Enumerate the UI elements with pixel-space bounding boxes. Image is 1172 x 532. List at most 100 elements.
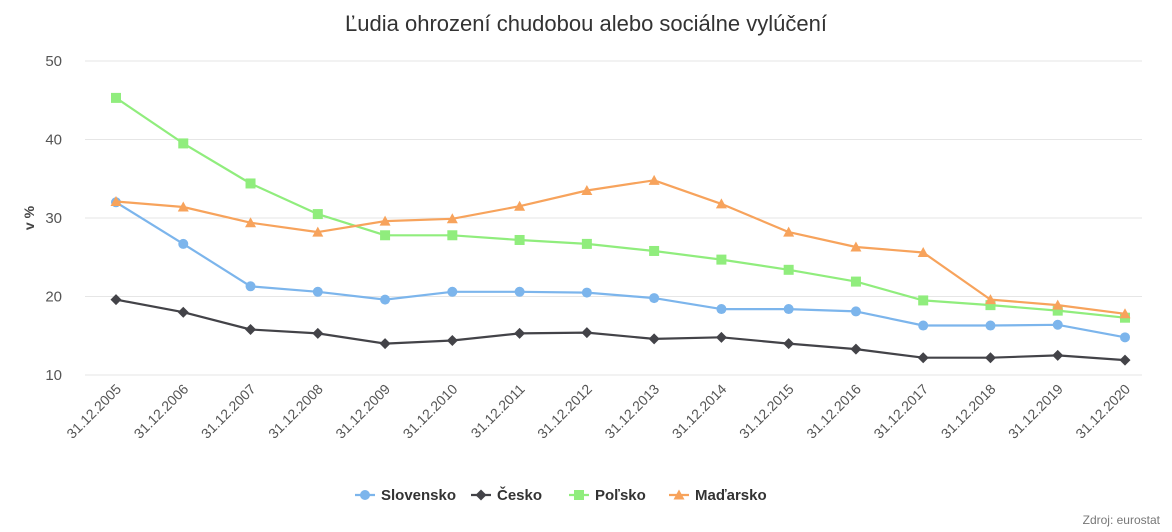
x-tick-label: 31.12.2013 bbox=[601, 381, 662, 442]
data-point[interactable] bbox=[917, 352, 929, 364]
series-1 bbox=[110, 294, 1131, 366]
data-point[interactable] bbox=[312, 226, 324, 237]
data-point[interactable] bbox=[581, 238, 592, 249]
data-point[interactable] bbox=[379, 338, 391, 350]
data-point[interactable] bbox=[1119, 354, 1131, 366]
data-point[interactable] bbox=[783, 304, 794, 315]
data-point[interactable] bbox=[850, 276, 861, 287]
data-point[interactable] bbox=[716, 254, 727, 265]
data-point[interactable] bbox=[918, 295, 929, 306]
legend-label: Maďarsko bbox=[695, 487, 767, 504]
legend-marker[interactable] bbox=[574, 490, 584, 500]
data-point[interactable] bbox=[514, 327, 526, 339]
x-tick-label: 31.12.2017 bbox=[870, 381, 931, 442]
data-point[interactable] bbox=[312, 209, 323, 220]
data-point[interactable] bbox=[447, 286, 458, 297]
data-point[interactable] bbox=[581, 185, 593, 196]
chart-title: Ľudia ohrození chudobou alebo sociálne v… bbox=[345, 11, 827, 36]
x-tick-label: 31.12.2008 bbox=[265, 381, 326, 442]
data-point[interactable] bbox=[514, 234, 525, 245]
data-point[interactable] bbox=[178, 238, 189, 249]
data-point[interactable] bbox=[379, 215, 391, 226]
data-point[interactable] bbox=[514, 286, 525, 297]
data-point[interactable] bbox=[447, 230, 458, 241]
legend-label: Česko bbox=[497, 486, 542, 504]
data-point[interactable] bbox=[985, 320, 996, 331]
y-axis-ticks: 10 20 30 40 50 bbox=[45, 53, 62, 384]
data-point[interactable] bbox=[715, 331, 727, 343]
data-point[interactable] bbox=[1052, 299, 1064, 310]
x-tick-label: 31.12.2007 bbox=[198, 381, 259, 442]
x-tick-label: 31.12.2014 bbox=[669, 381, 730, 442]
data-point[interactable] bbox=[245, 217, 257, 228]
data-point[interactable] bbox=[1120, 332, 1130, 343]
data-point[interactable] bbox=[177, 201, 189, 212]
data-point[interactable] bbox=[716, 304, 727, 315]
data-point[interactable] bbox=[985, 300, 996, 311]
data-point[interactable] bbox=[850, 306, 861, 317]
data-point[interactable] bbox=[110, 294, 122, 306]
data-point[interactable] bbox=[380, 294, 391, 305]
data-point[interactable] bbox=[380, 230, 391, 241]
data-point[interactable] bbox=[984, 352, 996, 364]
x-tick-label: 31.12.2009 bbox=[332, 381, 393, 442]
series-3 bbox=[110, 174, 1131, 319]
legend-item[interactable]: Maďarsko bbox=[669, 487, 767, 504]
data-point[interactable] bbox=[111, 92, 121, 103]
data-point[interactable] bbox=[783, 338, 795, 350]
data-point[interactable] bbox=[648, 174, 660, 185]
data-point[interactable] bbox=[177, 306, 189, 318]
x-tick-label: 31.12.2010 bbox=[400, 381, 461, 442]
data-point[interactable] bbox=[581, 327, 593, 339]
series-0 bbox=[111, 197, 1130, 343]
data-point[interactable] bbox=[984, 294, 996, 305]
data-point[interactable] bbox=[783, 226, 795, 237]
legend: Slovensko Česko Poľsko Maďarsko bbox=[355, 486, 767, 504]
data-point[interactable] bbox=[648, 333, 660, 345]
legend-label: Poľsko bbox=[595, 487, 646, 504]
data-point[interactable] bbox=[917, 247, 929, 258]
data-point[interactable] bbox=[850, 241, 862, 252]
data-point[interactable] bbox=[110, 196, 122, 207]
y-axis-label: v % bbox=[21, 205, 37, 230]
legend-marker[interactable] bbox=[475, 489, 487, 501]
data-point[interactable] bbox=[783, 264, 794, 275]
legend-item[interactable]: Slovensko bbox=[355, 487, 456, 504]
x-tick-label: 31.12.2016 bbox=[803, 381, 864, 442]
x-tick-label: 31.12.2012 bbox=[534, 381, 595, 442]
data-point[interactable] bbox=[312, 327, 324, 339]
x-tick-label: 31.12.2020 bbox=[1072, 381, 1133, 442]
x-axis-ticks: 31.12.2005 31.12.2006 31.12.2007 31.12.2008… bbox=[63, 381, 1133, 442]
x-tick-label: 31.12.2015 bbox=[736, 381, 797, 442]
data-point[interactable] bbox=[1052, 305, 1063, 316]
legend-marker[interactable] bbox=[673, 489, 685, 500]
data-point[interactable] bbox=[446, 213, 458, 224]
data-point[interactable] bbox=[446, 334, 458, 346]
data-point[interactable] bbox=[245, 281, 256, 292]
y-tick-label: 40 bbox=[45, 132, 62, 149]
data-point[interactable] bbox=[850, 343, 862, 355]
data-point[interactable] bbox=[1119, 308, 1131, 319]
x-tick-label: 31.12.2018 bbox=[938, 381, 999, 442]
series-group bbox=[110, 92, 1131, 366]
data-point[interactable] bbox=[514, 200, 526, 211]
data-point[interactable] bbox=[715, 198, 727, 209]
grid-lines bbox=[85, 60, 1142, 376]
data-point[interactable] bbox=[1052, 319, 1063, 330]
legend-label: Slovensko bbox=[381, 487, 456, 504]
legend-marker[interactable] bbox=[360, 490, 370, 500]
data-point[interactable] bbox=[245, 178, 256, 189]
data-point[interactable] bbox=[581, 287, 592, 298]
data-point[interactable] bbox=[649, 293, 660, 304]
data-point[interactable] bbox=[918, 320, 929, 331]
data-point[interactable] bbox=[178, 138, 189, 149]
data-point[interactable] bbox=[245, 323, 257, 335]
legend-item[interactable]: Česko bbox=[471, 486, 542, 504]
data-point[interactable] bbox=[1052, 349, 1064, 361]
y-tick-label: 50 bbox=[45, 53, 62, 70]
data-point[interactable] bbox=[649, 245, 660, 256]
legend-item[interactable]: Poľsko bbox=[569, 487, 646, 504]
x-tick-label: 31.12.2005 bbox=[63, 381, 124, 442]
data-point[interactable] bbox=[312, 286, 323, 297]
